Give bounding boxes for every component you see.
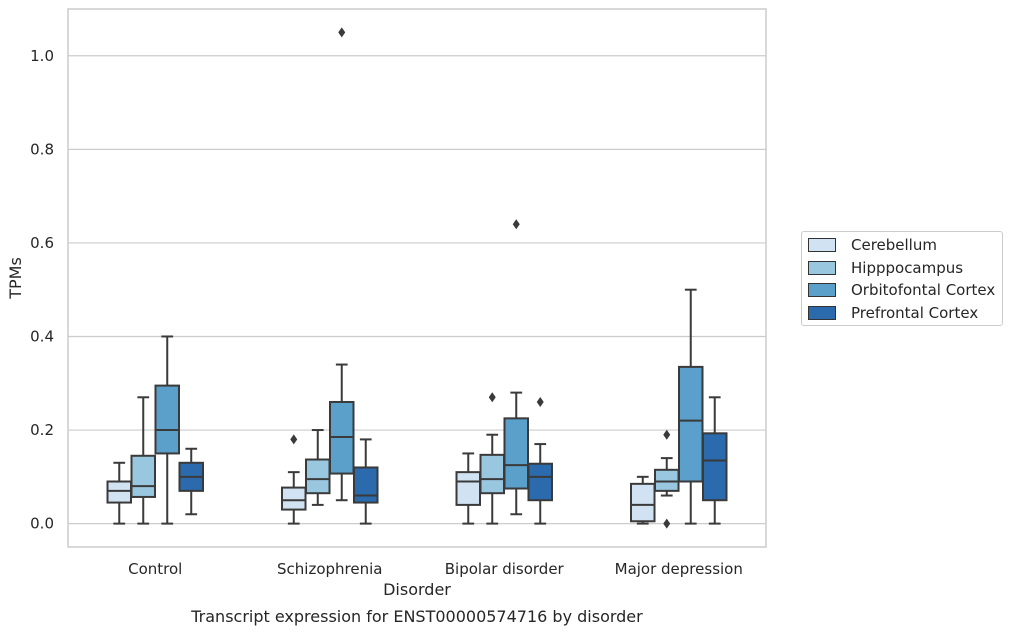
box-prefrontal-cortex-schizophrenia xyxy=(352,438,379,525)
outlier-point xyxy=(338,27,346,38)
box-cerebellum-control xyxy=(106,461,133,525)
legend-swatch-orbitofontal-cortex xyxy=(808,283,836,297)
x-axis-label: Disorder xyxy=(383,580,451,599)
legend: Cerebellum Hipppocampus Orbitofontal Cor… xyxy=(801,231,1003,326)
box-prefrontal-cortex-major-depression xyxy=(701,396,728,525)
box-iqr xyxy=(304,458,331,495)
box-hipppocampus-control xyxy=(130,396,157,525)
legend-item-orbitofontal-cortex: Orbitofontal Cortex xyxy=(808,280,995,300)
box-cerebellum-bipolar-disorder xyxy=(455,452,482,525)
box-iqr xyxy=(701,432,728,502)
outlier-point xyxy=(488,392,496,403)
box-hipppocampus-bipolar-disorder xyxy=(479,392,506,525)
box-orbitofontal-cortex-schizophrenia xyxy=(328,27,355,502)
box-iqr xyxy=(455,471,482,506)
y-tick-label: 1.0 xyxy=(30,47,54,65)
legend-item-hipppocampus: Hipppocampus xyxy=(808,258,963,278)
x-tick-label: Schizophrenia xyxy=(277,560,382,578)
box-prefrontal-cortex-bipolar-disorder xyxy=(527,396,553,525)
y-tick-label: 0.6 xyxy=(30,234,54,252)
box-iqr xyxy=(106,480,133,504)
x-tick-label: Bipolar disorder xyxy=(445,560,565,578)
box-hipppocampus-schizophrenia xyxy=(304,429,331,506)
box-iqr xyxy=(653,468,680,492)
outlier-point xyxy=(512,219,520,230)
legend-swatch-prefrontal-cortex xyxy=(808,306,836,320)
box-orbitofontal-cortex-bipolar-disorder xyxy=(503,219,530,516)
box-iqr xyxy=(479,453,506,495)
legend-item-prefrontal-cortex: Prefrontal Cortex xyxy=(808,303,978,323)
y-tick-label: 0.2 xyxy=(30,421,54,439)
box-cerebellum-major-depression xyxy=(630,475,656,525)
outlier-point xyxy=(536,396,544,407)
box-iqr xyxy=(527,462,553,502)
legend-swatch-hipppocampus xyxy=(808,261,836,275)
box-iqr xyxy=(154,384,181,455)
x-tick-label: Control xyxy=(128,560,182,578)
box-orbitofontal-cortex-major-depression xyxy=(677,288,704,525)
x-tick-label: Major depression xyxy=(615,560,743,578)
box-orbitofontal-cortex-control xyxy=(154,335,181,525)
legend-item-cerebellum: Cerebellum xyxy=(808,235,937,255)
legend-label-prefrontal-cortex: Prefrontal Cortex xyxy=(851,304,979,322)
outlier-point xyxy=(663,429,671,440)
box-iqr xyxy=(281,486,307,511)
box-iqr xyxy=(630,482,656,523)
y-tick-label: 0.8 xyxy=(30,140,54,158)
plot-frame xyxy=(67,8,767,548)
box-iqr xyxy=(503,417,530,490)
legend-label-cerebellum: Cerebellum xyxy=(851,236,937,254)
legend-label-hipppocampus: Hipppocampus xyxy=(851,259,964,277)
legend-label-orbitofontal-cortex: Orbitofontal Cortex xyxy=(851,281,996,299)
outlier-point xyxy=(290,434,298,445)
box-prefrontal-cortex-control xyxy=(178,447,204,516)
outlier-point xyxy=(663,518,671,529)
box-iqr xyxy=(352,466,379,504)
y-tick-label: 0.0 xyxy=(30,515,54,533)
chart-title: Transcript expression for ENST0000057471… xyxy=(190,607,643,626)
legend-swatch-cerebellum xyxy=(808,238,836,252)
y-tick-label: 0.4 xyxy=(30,327,54,345)
y-axis-label: TPMs xyxy=(6,257,25,300)
box-hipppocampus-major-depression xyxy=(653,429,680,529)
box-iqr xyxy=(677,365,704,483)
box-cerebellum-schizophrenia xyxy=(281,434,307,525)
box-iqr xyxy=(130,454,157,498)
